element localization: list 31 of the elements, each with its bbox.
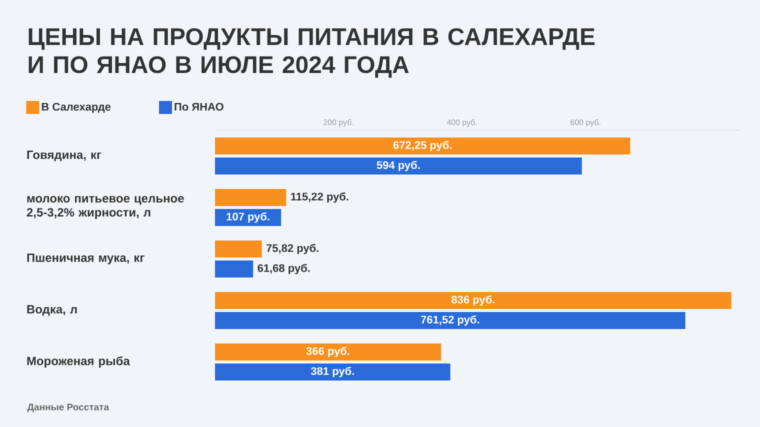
data-label: 761,52 руб.: [421, 315, 480, 326]
data-label: 594 руб.: [376, 160, 420, 172]
data-label: 366 руб.: [306, 346, 350, 358]
data-label: 115,22 руб.: [291, 192, 348, 203]
legend-label: По ЯНАО: [174, 102, 224, 111]
data-label: 836 руб.: [452, 295, 494, 306]
data-label: 75,82 руб.: [266, 244, 318, 254]
data-label: 381 руб.: [310, 366, 354, 378]
y-tick-label: Водка, л: [27, 305, 77, 316]
data-label: 107 руб.: [226, 212, 270, 223]
bar: [215, 312, 686, 329]
text: Данные Росстата: [27, 404, 110, 412]
y-tick-label: Пшеничная мука, кг: [27, 254, 144, 264]
bar: [215, 292, 732, 309]
bar: [215, 157, 582, 174]
data-label: 61,68 руб.: [258, 264, 310, 274]
bar: [215, 188, 286, 206]
y-tick-label: Мороженая рыба: [27, 356, 130, 368]
x-tick-label: 200 руб.: [324, 119, 354, 127]
data-label: 672,25 руб.: [393, 140, 452, 152]
y-tick-label: молоко питьевое цельное 2,5-3,2% жирности, л: [26, 196, 184, 219]
legend-label: В Салехарде: [42, 102, 111, 113]
bar: [215, 240, 262, 258]
bar: [215, 343, 442, 360]
bar: [215, 260, 254, 278]
bar: [215, 137, 630, 154]
x-tick-label: 600 руб.: [570, 119, 600, 127]
y-tick-label: Говядина, кг: [27, 150, 102, 162]
chart-title: ЦЕНЫ НА ПРОДУКТЫ ПИТАНИЯ В САЛЕХАРДЕ И ПО ЯНАО В ИЮЛЕ 2024 ГОДА: [28, 28, 595, 78]
x-tick-label: 400 руб.: [446, 119, 477, 127]
bar: [215, 363, 450, 380]
